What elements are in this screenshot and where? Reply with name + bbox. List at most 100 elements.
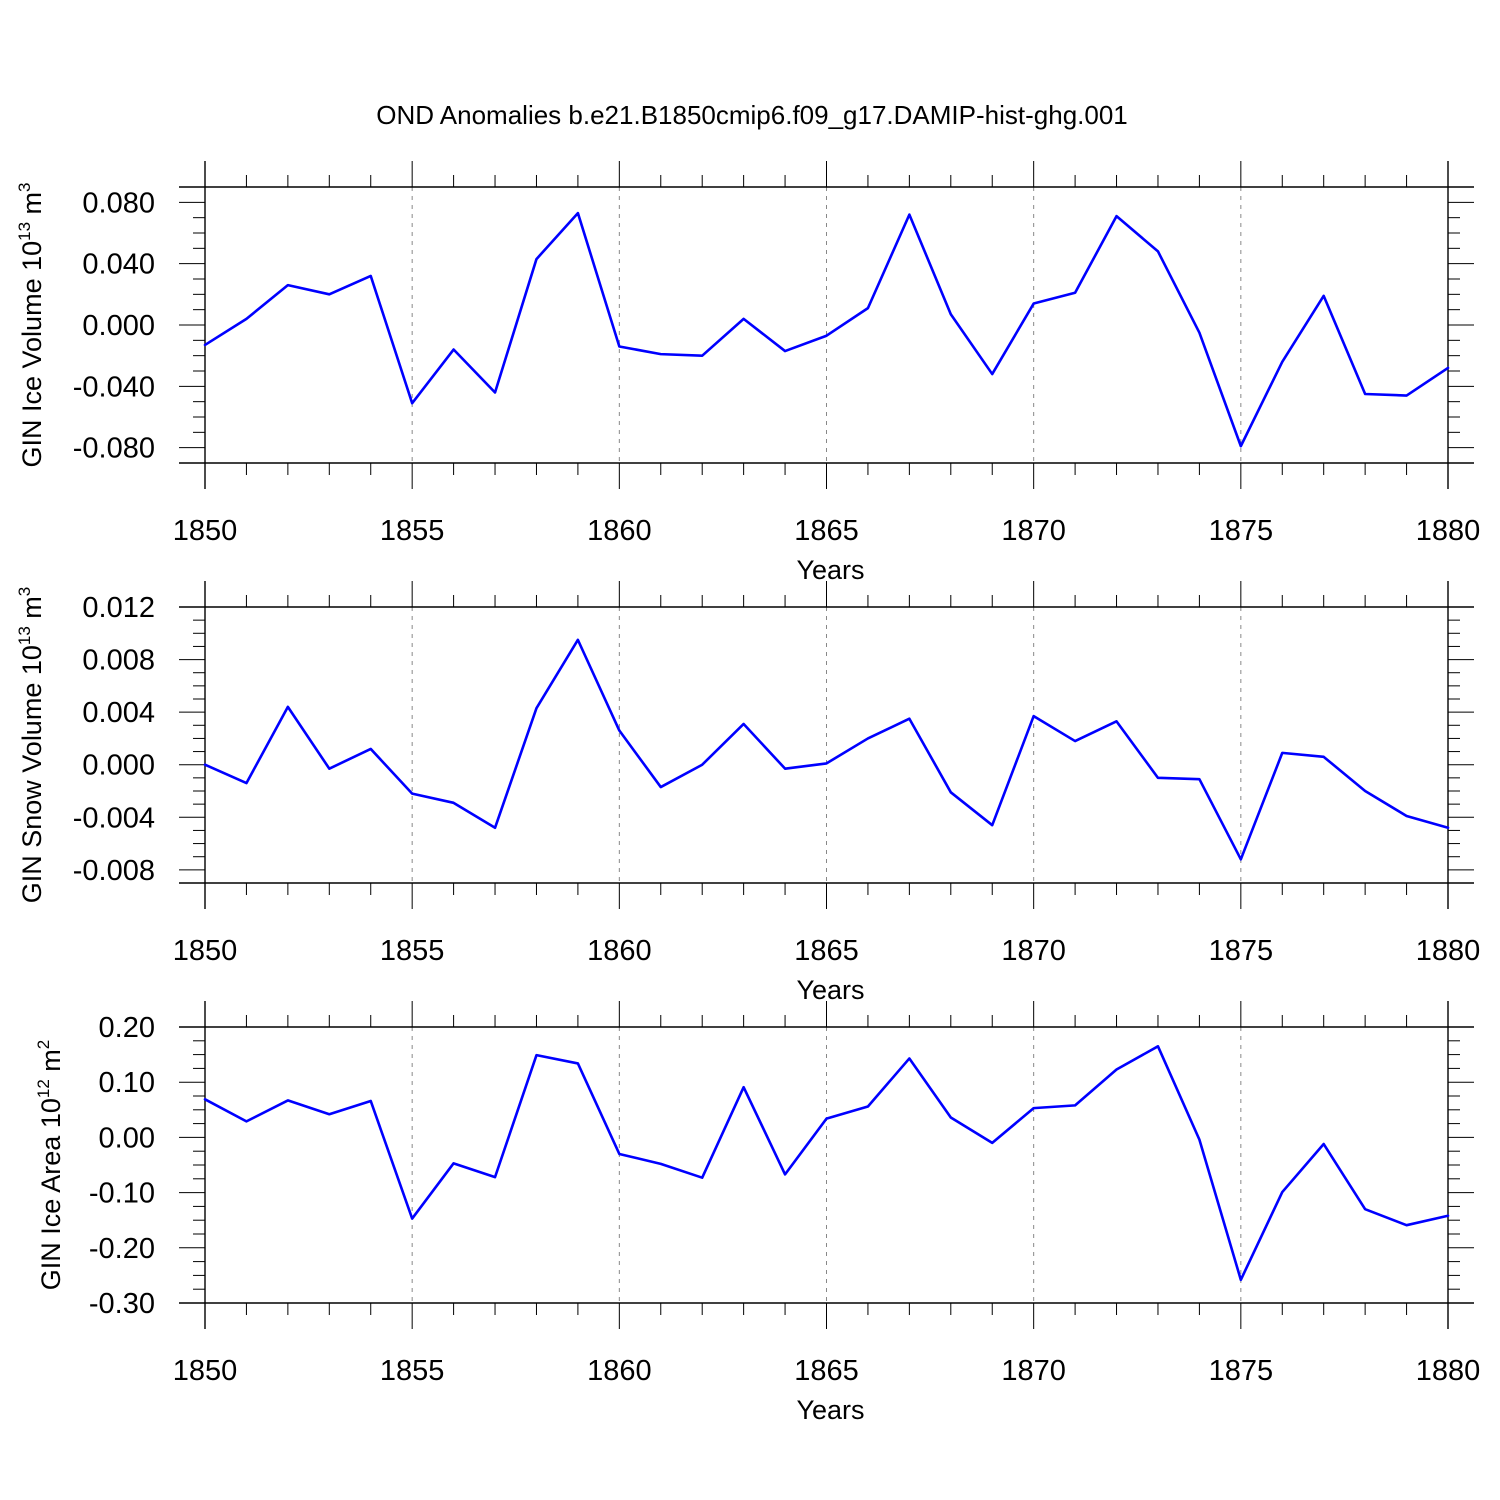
- y-tick-label: -0.10: [89, 1178, 155, 1210]
- y-axis-label-superscript: 3: [15, 587, 34, 596]
- y-tick-label: -0.30: [89, 1288, 155, 1320]
- data-point: [287, 1099, 289, 1101]
- y-tick-label: 0.008: [82, 645, 155, 677]
- data-point: [328, 293, 330, 295]
- data-point: [991, 1142, 993, 1144]
- data-point: [1198, 778, 1200, 780]
- data-point: [1074, 1104, 1076, 1106]
- x-tick-label: 1855: [380, 1355, 445, 1387]
- y-tick-label: 0.000: [82, 310, 155, 342]
- data-point: [577, 1062, 579, 1064]
- data-point: [204, 1098, 206, 1100]
- data-point: [1074, 292, 1076, 294]
- data-point: [825, 1117, 827, 1119]
- data-point: [1157, 1045, 1159, 1047]
- data-point: [1364, 393, 1366, 395]
- data-point: [411, 402, 413, 404]
- data-point: [1240, 1279, 1242, 1281]
- data-point: [908, 1057, 910, 1059]
- y-tick-label: -0.20: [89, 1233, 155, 1265]
- panel-ice-volume: -0.080 -0.040 0.000 0.040 0.080 1850 1855 1860 1…: [15, 161, 1480, 585]
- data-point: [660, 786, 662, 788]
- data-point: [991, 373, 993, 375]
- y-axis-label-text: m: [36, 1049, 66, 1079]
- y-tick-label: 0.20: [99, 1012, 155, 1044]
- y-axis-label-text: GIN Snow Volume 10: [17, 645, 47, 903]
- data-point: [784, 767, 786, 769]
- x-tick-label: 1850: [173, 515, 238, 547]
- x-tick-label: 1860: [587, 515, 652, 547]
- data-point: [825, 762, 827, 764]
- data-point: [287, 706, 289, 708]
- x-tick-label: 1865: [794, 1355, 859, 1387]
- data-point: [1281, 361, 1283, 363]
- data-point: [535, 1054, 537, 1056]
- data-point: [328, 1113, 330, 1115]
- data-point: [411, 792, 413, 794]
- x-tick-label: 1870: [1001, 515, 1066, 547]
- x-tick-label: 1880: [1416, 515, 1481, 547]
- y-axis-label-superscript: 12: [34, 1079, 53, 1098]
- data-point: [1157, 777, 1159, 779]
- x-tick-label: 1855: [380, 515, 445, 547]
- series-line-ice-area: [203, 1045, 1450, 1282]
- data-point: [1405, 1224, 1407, 1226]
- y-tick-label: -0.080: [73, 433, 155, 465]
- y-tick-label: -0.008: [73, 855, 155, 887]
- data-point: [784, 350, 786, 352]
- y-tick-label: 0.040: [82, 249, 155, 281]
- data-point: [535, 258, 537, 260]
- data-point: [701, 354, 703, 356]
- data-point: [1323, 1143, 1325, 1145]
- data-point: [204, 344, 206, 346]
- data-point: [287, 284, 289, 286]
- data-point: [452, 1162, 454, 1164]
- y-axis-label-text: GIN Ice Volume 10: [17, 241, 47, 468]
- data-point: [618, 1153, 620, 1155]
- data-point: [742, 723, 744, 725]
- x-tick-label: 1850: [173, 935, 238, 967]
- y-tick-label: -0.004: [73, 802, 155, 834]
- data-point: [577, 639, 579, 641]
- y-axis-label-text: GIN Ice Area 10: [36, 1098, 66, 1290]
- y-axis-label: GIN Ice Volume 1013 m3: [15, 182, 47, 467]
- figure-title: OND Anomalies b.e21.B1850cmip6.f09_g17.D…: [376, 100, 1128, 130]
- y-axis-label-superscript: 2: [34, 1040, 53, 1049]
- x-tick-label: 1880: [1416, 935, 1481, 967]
- data-point: [701, 764, 703, 766]
- data-point: [701, 1176, 703, 1178]
- x-tick-label: 1875: [1209, 1355, 1274, 1387]
- data-point: [618, 729, 620, 731]
- data-point: [1405, 815, 1407, 817]
- y-tick-label: 0.080: [82, 187, 155, 219]
- data-point: [328, 767, 330, 769]
- data-point: [1323, 756, 1325, 758]
- data-point: [1157, 250, 1159, 252]
- x-tick-label: 1865: [794, 515, 859, 547]
- data-point: [1198, 1138, 1200, 1140]
- data-point: [1447, 1215, 1449, 1217]
- data-point: [452, 348, 454, 350]
- data-point: [867, 307, 869, 309]
- data-point: [577, 212, 579, 214]
- x-tick-label: 1855: [380, 935, 445, 967]
- data-point: [1240, 445, 1242, 447]
- y-tick-label: 0.000: [82, 750, 155, 782]
- data-point: [1364, 1208, 1366, 1210]
- data-point: [1032, 1107, 1034, 1109]
- x-tick-label: 1880: [1416, 1355, 1481, 1387]
- data-point: [245, 318, 247, 320]
- data-point: [991, 824, 993, 826]
- y-tick-label: 0.012: [82, 592, 155, 624]
- data-point: [494, 391, 496, 393]
- panel-ice-area: -0.30 -0.20 -0.10 0.00 0.10 0.20 1850 1855 1860 1…: [34, 1001, 1480, 1425]
- data-point: [867, 1105, 869, 1107]
- x-tick-label: 1860: [587, 1355, 652, 1387]
- x-tick-label: 1870: [1001, 1355, 1066, 1387]
- data-point: [535, 707, 537, 709]
- series-line-snow-volume: [203, 638, 1450, 861]
- data-point: [411, 1217, 413, 1219]
- data-point: [1447, 827, 1449, 829]
- data-point: [1032, 715, 1034, 717]
